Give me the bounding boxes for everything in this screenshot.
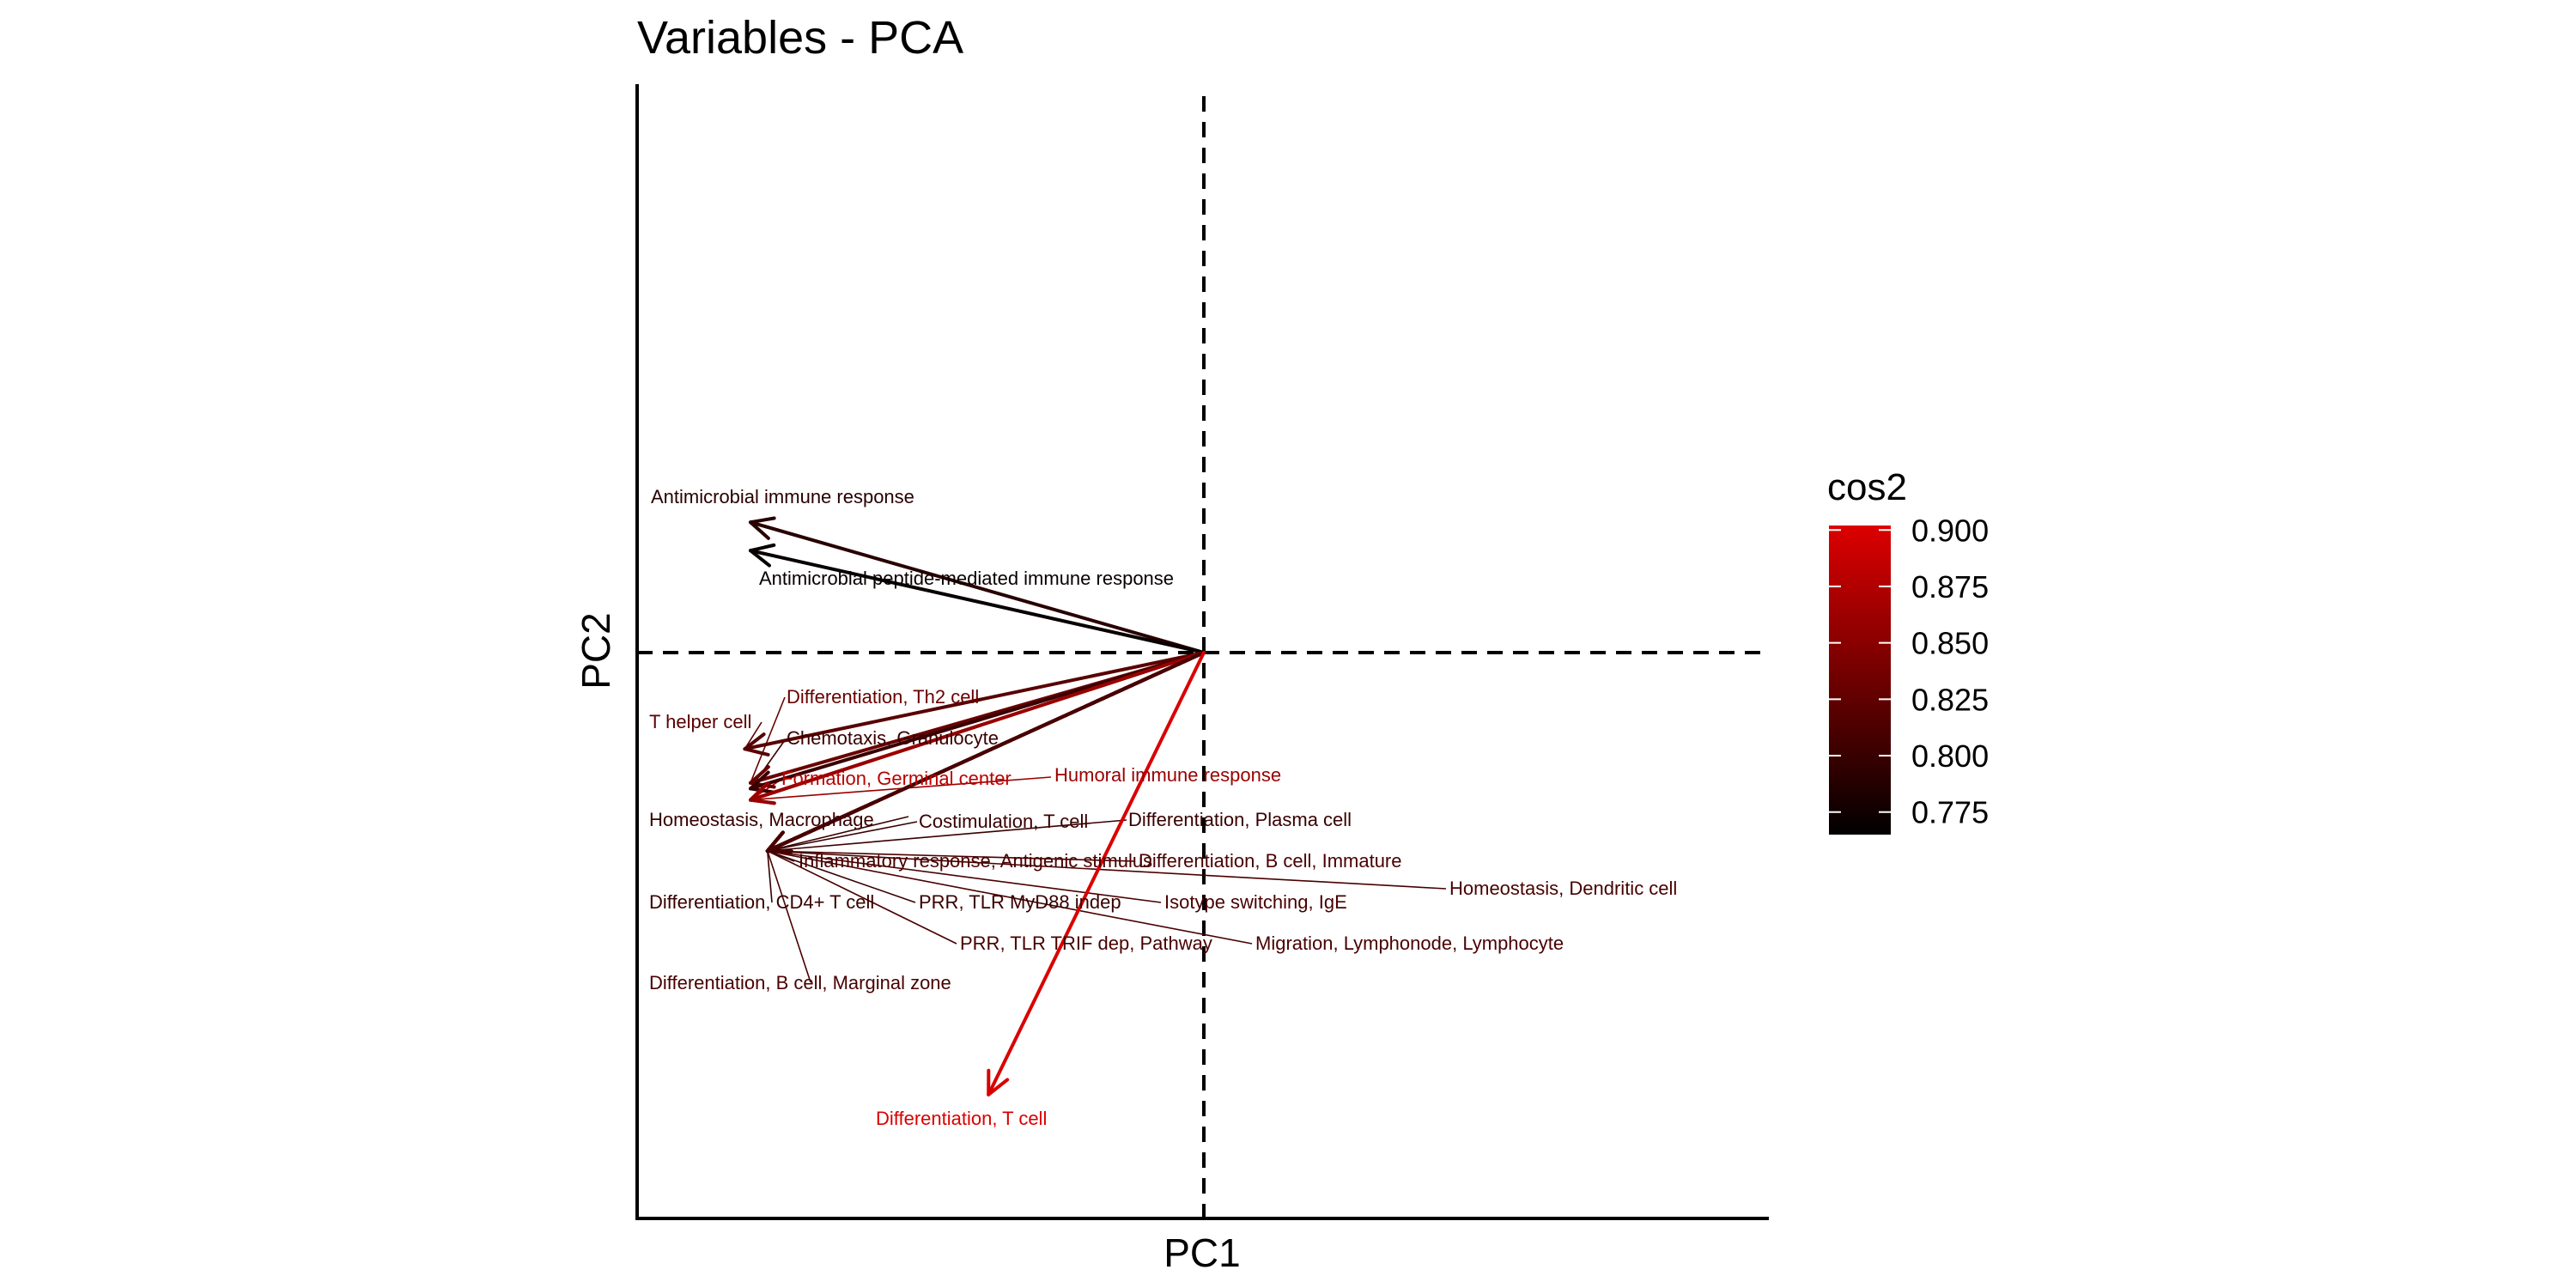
variable-label-18: Differentiation, B cell, Marginal zone [649,972,951,993]
chart-title: Variables - PCA [637,12,963,64]
arrowhead-18 [765,830,793,854]
legend-tick-label-4: 0.875 [1911,569,1989,605]
legend-tick-label-3: 0.850 [1911,626,1989,661]
label-connector-3 [744,721,762,750]
variable-label-15: Isotype switching, IgE [1164,891,1347,913]
variable-label-19: Differentiation, T cell [876,1108,1047,1129]
legend-title: cos2 [1827,466,1907,508]
variable-arrows [743,516,1206,1097]
variable-labels: Antimicrobial immune response Antimicrobi… [649,486,1677,1129]
variable-label-9: Differentiation, Plasma cell [1128,809,1352,830]
legend-colorbar [1829,526,1891,835]
legend-tick-label-2: 0.825 [1911,682,1989,717]
arrow-0 [749,520,1206,654]
arrowhead-0 [749,516,776,540]
arrow-1 [749,549,1206,654]
variable-label-3: T helper cell [649,711,751,732]
label-connector-9 [767,819,1127,852]
variable-label-8: Costimulation, T cell [919,811,1088,832]
variable-label-2: Differentiation, Th2 cell [787,686,979,708]
variable-label-17: Migration, Lymphonode, Lymphocyte [1255,933,1564,954]
label-connector-8 [767,821,918,852]
variable-label-10: Inflammatory response, Antigenic stimulu… [799,850,1152,872]
arrowhead-4 [749,770,776,794]
arrowhead-19 [987,1068,1010,1097]
variable-label-13: Differentiation, CD4+ T cell [649,891,874,913]
arrowhead-3 [743,732,770,756]
variable-label-16: PRR, TLR TRIF dep, Pathway [960,933,1212,954]
legend-tick-label-0: 0.775 [1911,795,1989,830]
legend-tick-label-1: 0.800 [1911,738,1989,774]
label-connector-12 [767,850,1447,890]
cos2-legend: cos2 0.775 0.800 0.825 0.850 0.875 0.900 [1827,466,1989,835]
variable-label-0: Antimicrobial immune response [651,486,914,507]
variable-label-6: Humoral immune response [1054,764,1281,786]
label-connector-13 [767,850,773,903]
label-connector-17 [767,850,1253,945]
legend-ticks: 0.775 0.800 0.825 0.850 0.875 0.900 [1829,513,1989,830]
label-connector-7 [767,816,909,852]
label-connector-14 [767,850,916,903]
label-connector-2 [750,696,786,784]
arrow-19 [987,651,1206,1097]
arrow-6 [749,651,1206,802]
variable-label-1: Antimicrobial peptide-mediated immune re… [759,568,1174,589]
variable-label-12: Homeostasis, Dendritic cell [1449,878,1677,899]
label-connector-15 [767,850,1162,903]
label-connector-16 [767,850,957,945]
y-axis-title: PC2 [574,612,618,689]
arrow-18 [765,651,1206,853]
variable-label-14: PRR, TLR MyD88 indep [919,891,1121,913]
arrow-3 [743,651,1206,751]
x-axis-title: PC1 [1163,1230,1240,1275]
variable-label-5: Formation, Germinal center [781,768,1012,789]
label-connector-18 [767,850,811,983]
arrowhead-6 [749,781,776,805]
arrowhead-1 [749,543,776,568]
variable-label-7: Homeostasis, Macrophage [649,809,874,830]
legend-tick-label-5: 0.900 [1911,513,1989,548]
variable-label-4: Chemotaxis, Granulocyte [787,727,999,749]
arrow-4 [749,651,1206,791]
label-connector-11 [767,850,1136,862]
variable-label-11: Differentiation, B cell, Immature [1139,850,1402,872]
